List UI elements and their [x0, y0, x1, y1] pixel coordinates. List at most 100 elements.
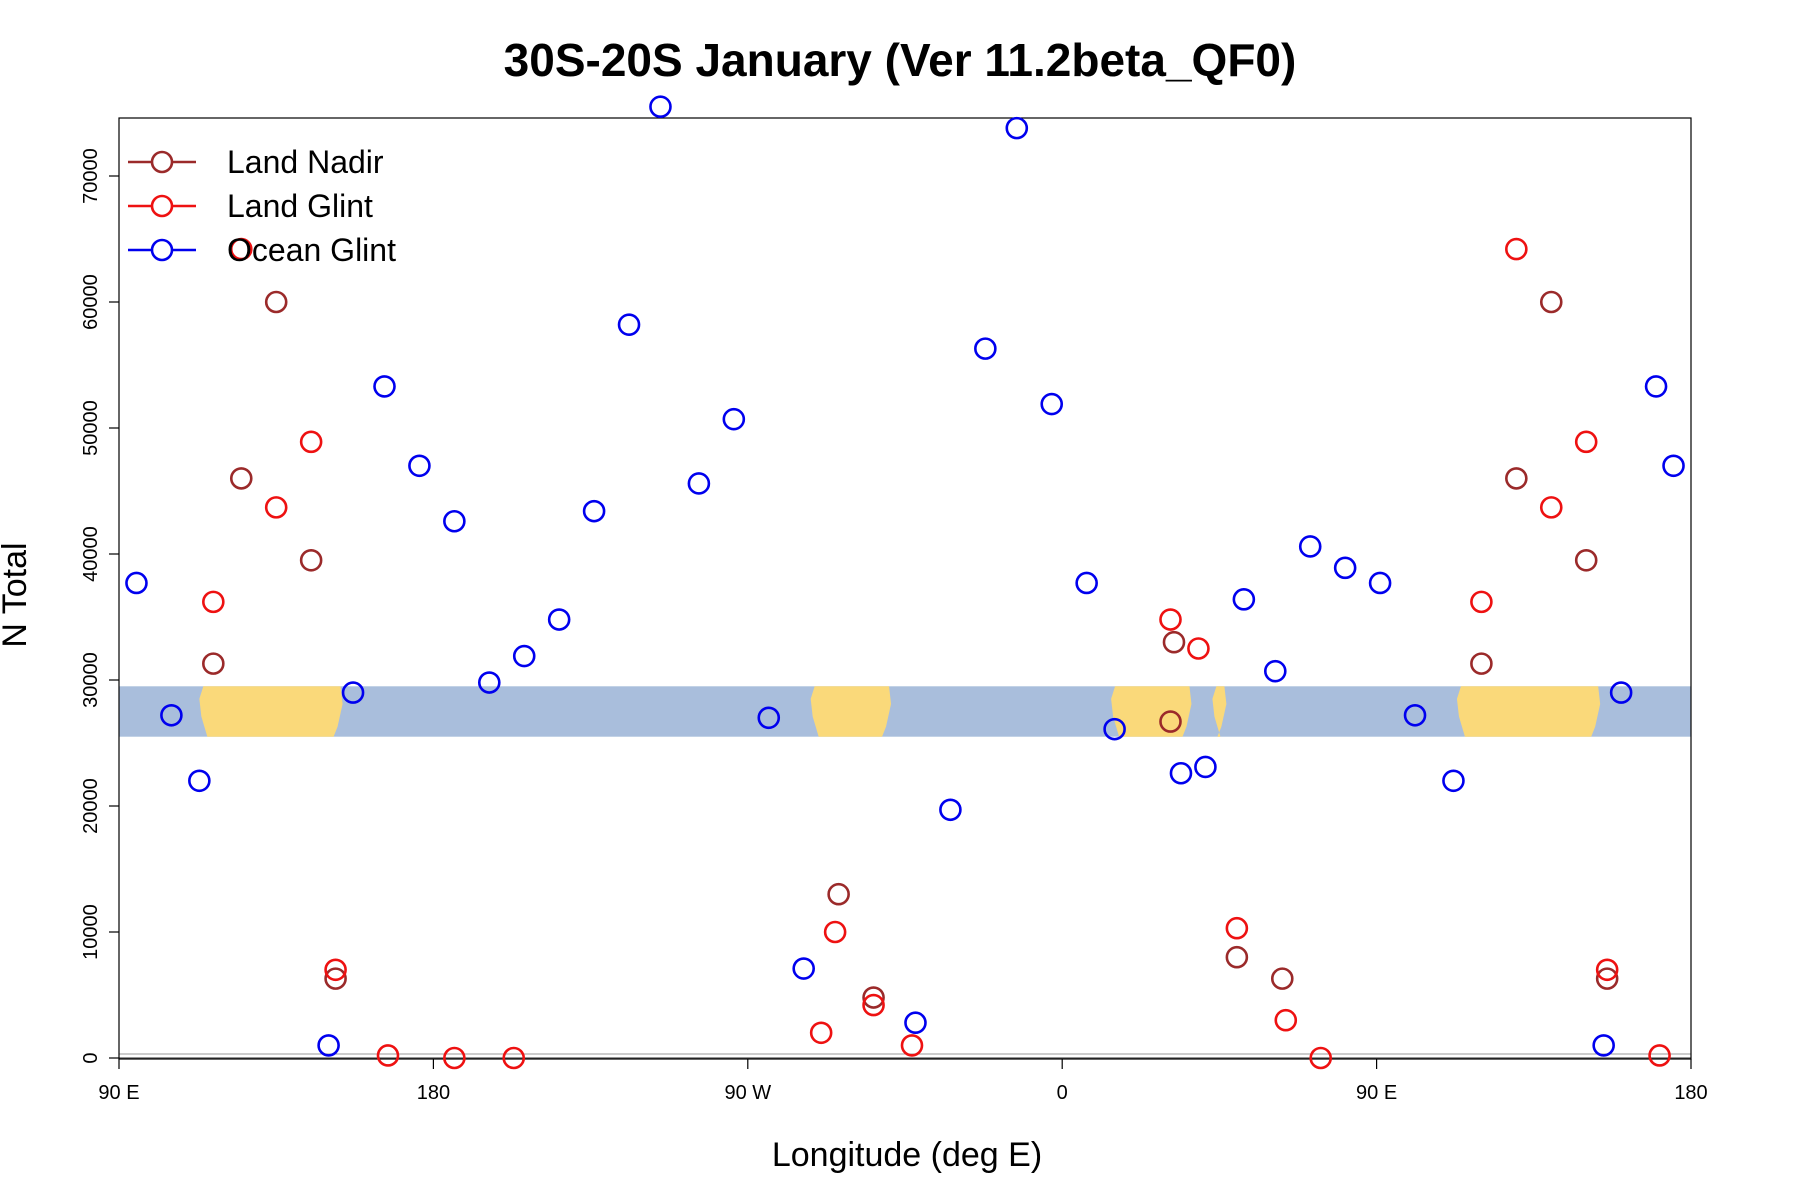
data-point — [1539, 496, 1563, 519]
data-point — [1162, 630, 1186, 654]
data-point — [229, 467, 253, 490]
data-point — [324, 967, 347, 990]
land-australia — [199, 686, 343, 737]
y-tick-label: 10000 — [80, 904, 102, 960]
data-point — [1232, 588, 1256, 611]
data-point — [202, 652, 225, 675]
data-point — [900, 1034, 924, 1057]
data-point — [1595, 958, 1619, 982]
data-point — [1609, 681, 1633, 704]
data-point — [443, 509, 466, 533]
data-point — [1263, 659, 1287, 683]
legend-label: Land Nadir — [227, 144, 384, 180]
data-point — [202, 590, 225, 614]
x-tick-label: 90 E — [1356, 1082, 1397, 1104]
data-point — [1225, 945, 1249, 969]
data-point — [1225, 916, 1249, 940]
data-point — [1169, 761, 1193, 785]
legend-marker — [150, 238, 174, 262]
world-map-band — [119, 686, 1691, 737]
y-axis-label: N Total — [0, 542, 34, 647]
legend-marker — [150, 150, 174, 174]
series-land-glint — [202, 237, 1671, 1070]
x-tick-label: 180 — [417, 1082, 450, 1104]
data-point — [1505, 237, 1528, 261]
data-point — [1103, 717, 1126, 741]
data-point — [757, 706, 781, 730]
data-point — [827, 882, 850, 906]
data-point — [341, 681, 365, 704]
data-point — [1159, 710, 1182, 733]
data-point — [1470, 590, 1493, 614]
land-south-america — [810, 686, 892, 737]
data-point — [687, 472, 711, 495]
y-tick-label: 50000 — [80, 400, 102, 456]
legend-label: Ocean Glint — [227, 232, 396, 268]
data-point — [1040, 392, 1064, 416]
land-australia-repeat — [1456, 686, 1601, 737]
y-tick-label: 30000 — [80, 652, 102, 708]
ocean-band — [119, 686, 1691, 737]
data-point — [722, 407, 746, 431]
data-point — [582, 499, 606, 523]
data-point — [1595, 967, 1619, 990]
data-point — [547, 608, 571, 631]
data-point — [1298, 535, 1322, 558]
x-axis: 90 E 180 90 W 0 90 E 180 — [98, 1059, 1708, 1104]
data-point — [809, 1021, 833, 1045]
data-point — [299, 548, 323, 572]
data-point — [317, 1034, 340, 1057]
data-point — [1159, 608, 1182, 631]
x-axis-label: Longitude (deg E) — [772, 1136, 1042, 1174]
data-point — [443, 1046, 466, 1070]
data-point — [1574, 548, 1598, 572]
series-ocean-glint — [125, 95, 1685, 1057]
data-point — [1403, 703, 1427, 727]
x-tick-label: 180 — [1674, 1082, 1707, 1104]
data-point — [1574, 430, 1598, 454]
chart-title: 30S-20S January (Ver 11.2beta_QF0) — [504, 34, 1297, 86]
data-point — [792, 957, 815, 980]
data-points — [125, 95, 1685, 1070]
data-point — [1470, 652, 1493, 675]
legend-label: Land Glint — [227, 188, 373, 224]
data-point — [160, 703, 183, 727]
plot-frame — [118, 117, 1692, 1060]
data-point — [502, 1046, 526, 1070]
y-tick-label: 60000 — [80, 274, 102, 330]
data-point — [376, 1044, 400, 1067]
y-tick-label: 70000 — [80, 148, 102, 204]
data-point — [125, 571, 148, 595]
data-point — [1075, 571, 1098, 595]
y-axis: 0 10000 20000 30000 40000 50000 60000 70000 — [80, 148, 119, 1064]
data-point — [1644, 375, 1668, 398]
data-point — [1592, 1034, 1615, 1057]
data-point — [1662, 454, 1685, 478]
data-point — [1505, 467, 1528, 490]
data-point — [373, 375, 396, 398]
data-point — [408, 454, 431, 478]
baseline-lines — [119, 1053, 1691, 1059]
data-point — [299, 430, 323, 454]
x-tick-label: 90 W — [724, 1082, 771, 1104]
legend-marker — [150, 194, 174, 218]
data-point — [1442, 769, 1465, 793]
data-point — [823, 920, 847, 944]
x-tick-label: 0 — [1057, 1082, 1068, 1104]
data-point — [1274, 1008, 1298, 1032]
data-point — [1270, 967, 1294, 990]
data-point — [512, 644, 536, 668]
data-point — [1368, 571, 1392, 595]
data-point — [188, 769, 211, 793]
series-land-nadir — [202, 290, 1619, 1009]
data-point — [939, 798, 962, 822]
data-point — [862, 993, 885, 1017]
data-point — [324, 958, 347, 982]
data-point — [1539, 290, 1563, 314]
x-tick-label: 90 E — [98, 1082, 139, 1104]
data-point — [1648, 1044, 1671, 1067]
data-point — [264, 290, 288, 314]
data-point — [1309, 1046, 1333, 1070]
legend: Land Nadir Land Glint Ocean Glint — [128, 144, 396, 268]
